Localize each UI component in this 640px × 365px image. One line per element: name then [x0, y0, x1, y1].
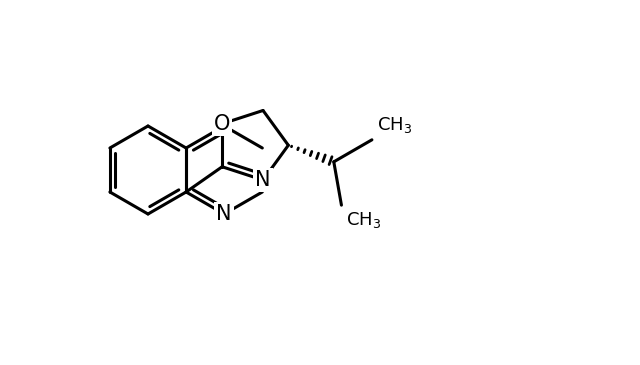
Text: CH$_3$: CH$_3$	[377, 115, 412, 135]
Text: N: N	[216, 204, 232, 224]
Text: CH$_3$: CH$_3$	[346, 210, 381, 230]
Text: O: O	[214, 114, 230, 134]
Text: N: N	[255, 170, 271, 190]
